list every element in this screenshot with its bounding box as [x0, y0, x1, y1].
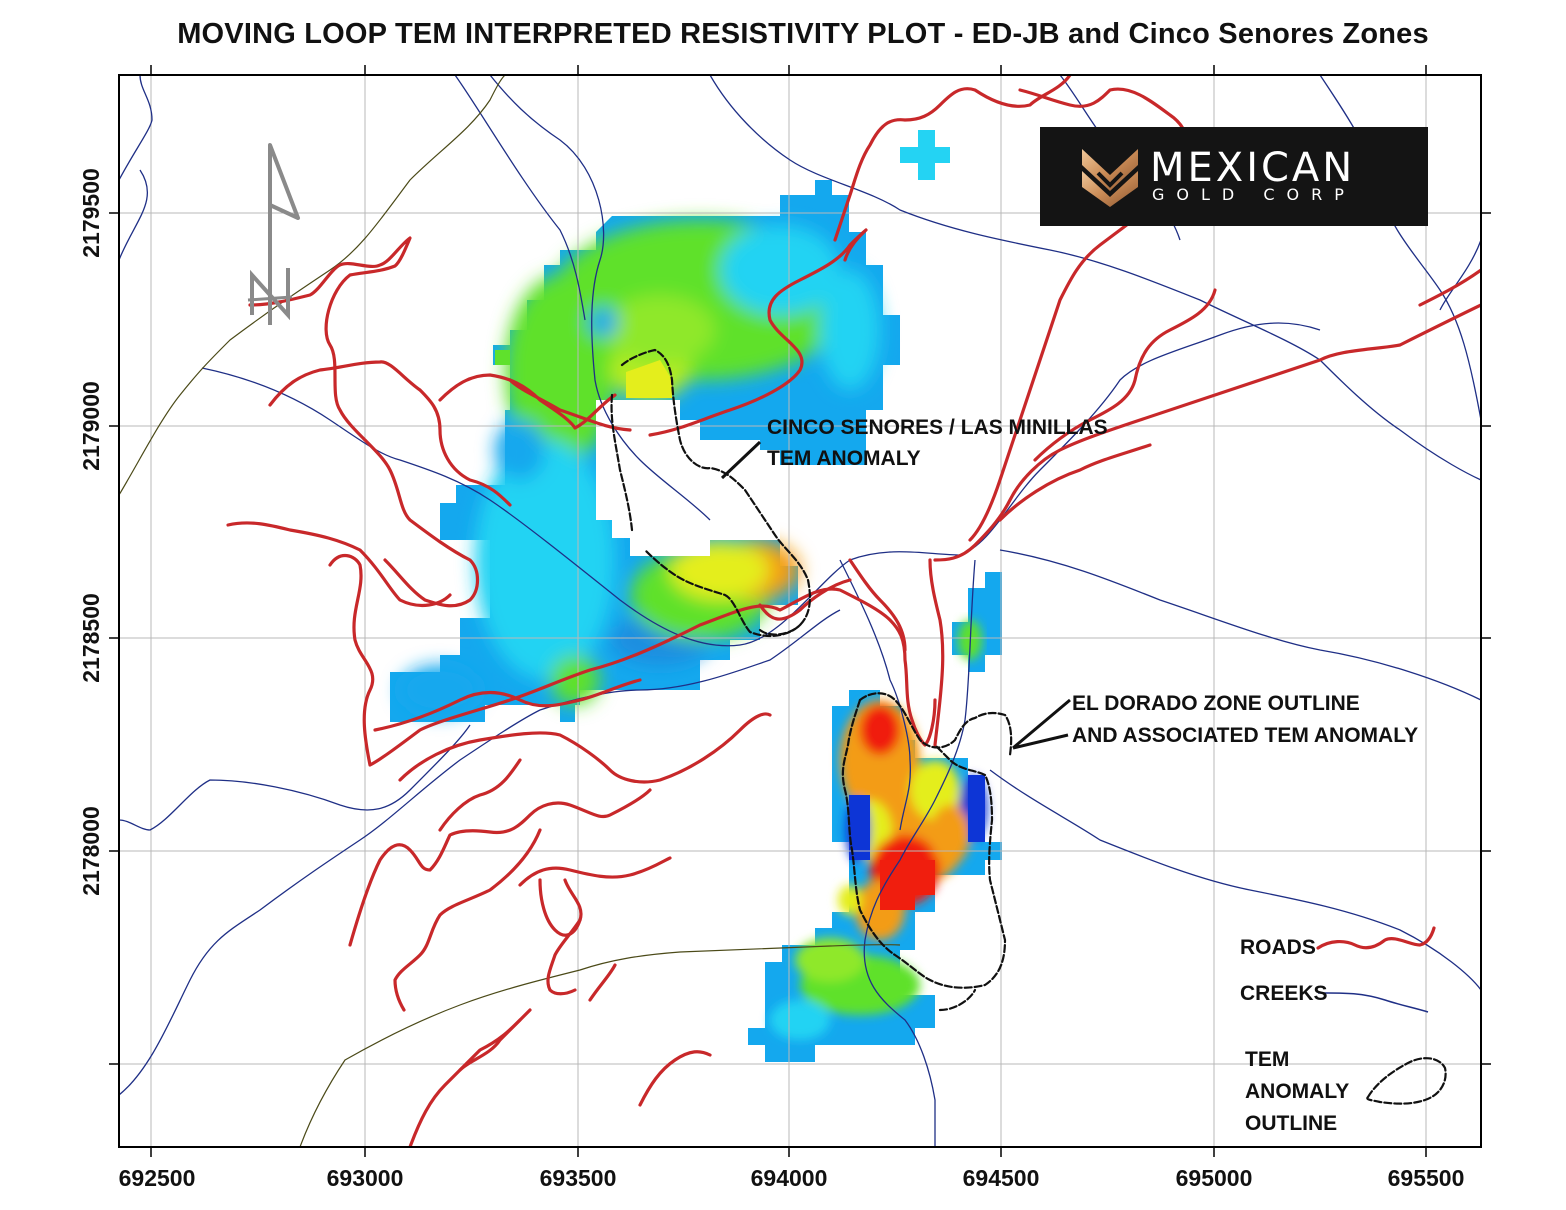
x-tick-label: 695000 — [1176, 1165, 1253, 1191]
y-tick-label: 2178500 — [78, 593, 104, 683]
legend-road-swatch — [1316, 926, 1436, 950]
dorado-annotation-line2: AND ASSOCIATED TEM ANOMALY — [1072, 724, 1418, 747]
y-tick-label: 2178000 — [78, 806, 104, 896]
legend-tem-label-3: OUTLINE — [1245, 1112, 1337, 1135]
logo-sub-text: GOLD CORP — [1152, 185, 1356, 204]
cinco-annotation-line2: TEM ANOMALY — [767, 447, 921, 470]
legend-creeks-label: CREEKS — [1240, 982, 1328, 1005]
map-frame-border — [118, 74, 1482, 1148]
x-axis-labels: 692500 693000 693500 694000 694500 69500… — [119, 1165, 1465, 1191]
map-title: MOVING LOOP TEM INTERPRETED RESISTIVITY … — [177, 18, 1429, 50]
x-tick-label: 693000 — [327, 1165, 404, 1191]
roads — [226, 75, 1481, 1147]
legend-graphics — [1316, 926, 1447, 1105]
axis-ticks — [109, 65, 1491, 1157]
logo-mark-icon — [1082, 149, 1138, 207]
logo-main-text: MEXICAN — [1150, 145, 1356, 191]
legend-tem-label-1: TEM — [1245, 1048, 1289, 1071]
legend-tem-swatch — [1366, 1057, 1447, 1105]
annotation-leaders — [720, 440, 1071, 750]
dorado-annotation-line1: EL DORADO ZONE OUTLINE — [1072, 692, 1360, 715]
x-tick-label: 695500 — [1388, 1165, 1465, 1191]
y-tick-label: 2179000 — [78, 381, 104, 471]
y-axis-labels: 2179500 2179000 2178500 2178000 — [78, 168, 104, 896]
tracks — [119, 75, 901, 1147]
x-tick-label: 692500 — [119, 1165, 196, 1191]
x-tick-label: 694500 — [963, 1165, 1040, 1191]
north-arrow-icon — [247, 143, 300, 325]
cinco-annotation-line1: CINCO SENORES / LAS MINILLAS — [767, 416, 1108, 439]
legend-roads-label: ROADS — [1240, 936, 1316, 959]
resistivity-grid-south — [748, 130, 1002, 1062]
x-tick-label: 694000 — [751, 1165, 828, 1191]
legend-tem-label-2: ANOMALY — [1245, 1080, 1349, 1103]
y-tick-label: 2179500 — [78, 168, 104, 258]
mexican-gold-logo: MEXICAN GOLD CORP — [1040, 127, 1428, 226]
tem-anomaly-outlines — [610, 348, 1013, 1012]
x-tick-label: 693500 — [540, 1165, 617, 1191]
legend-creek-swatch — [1317, 992, 1429, 1013]
